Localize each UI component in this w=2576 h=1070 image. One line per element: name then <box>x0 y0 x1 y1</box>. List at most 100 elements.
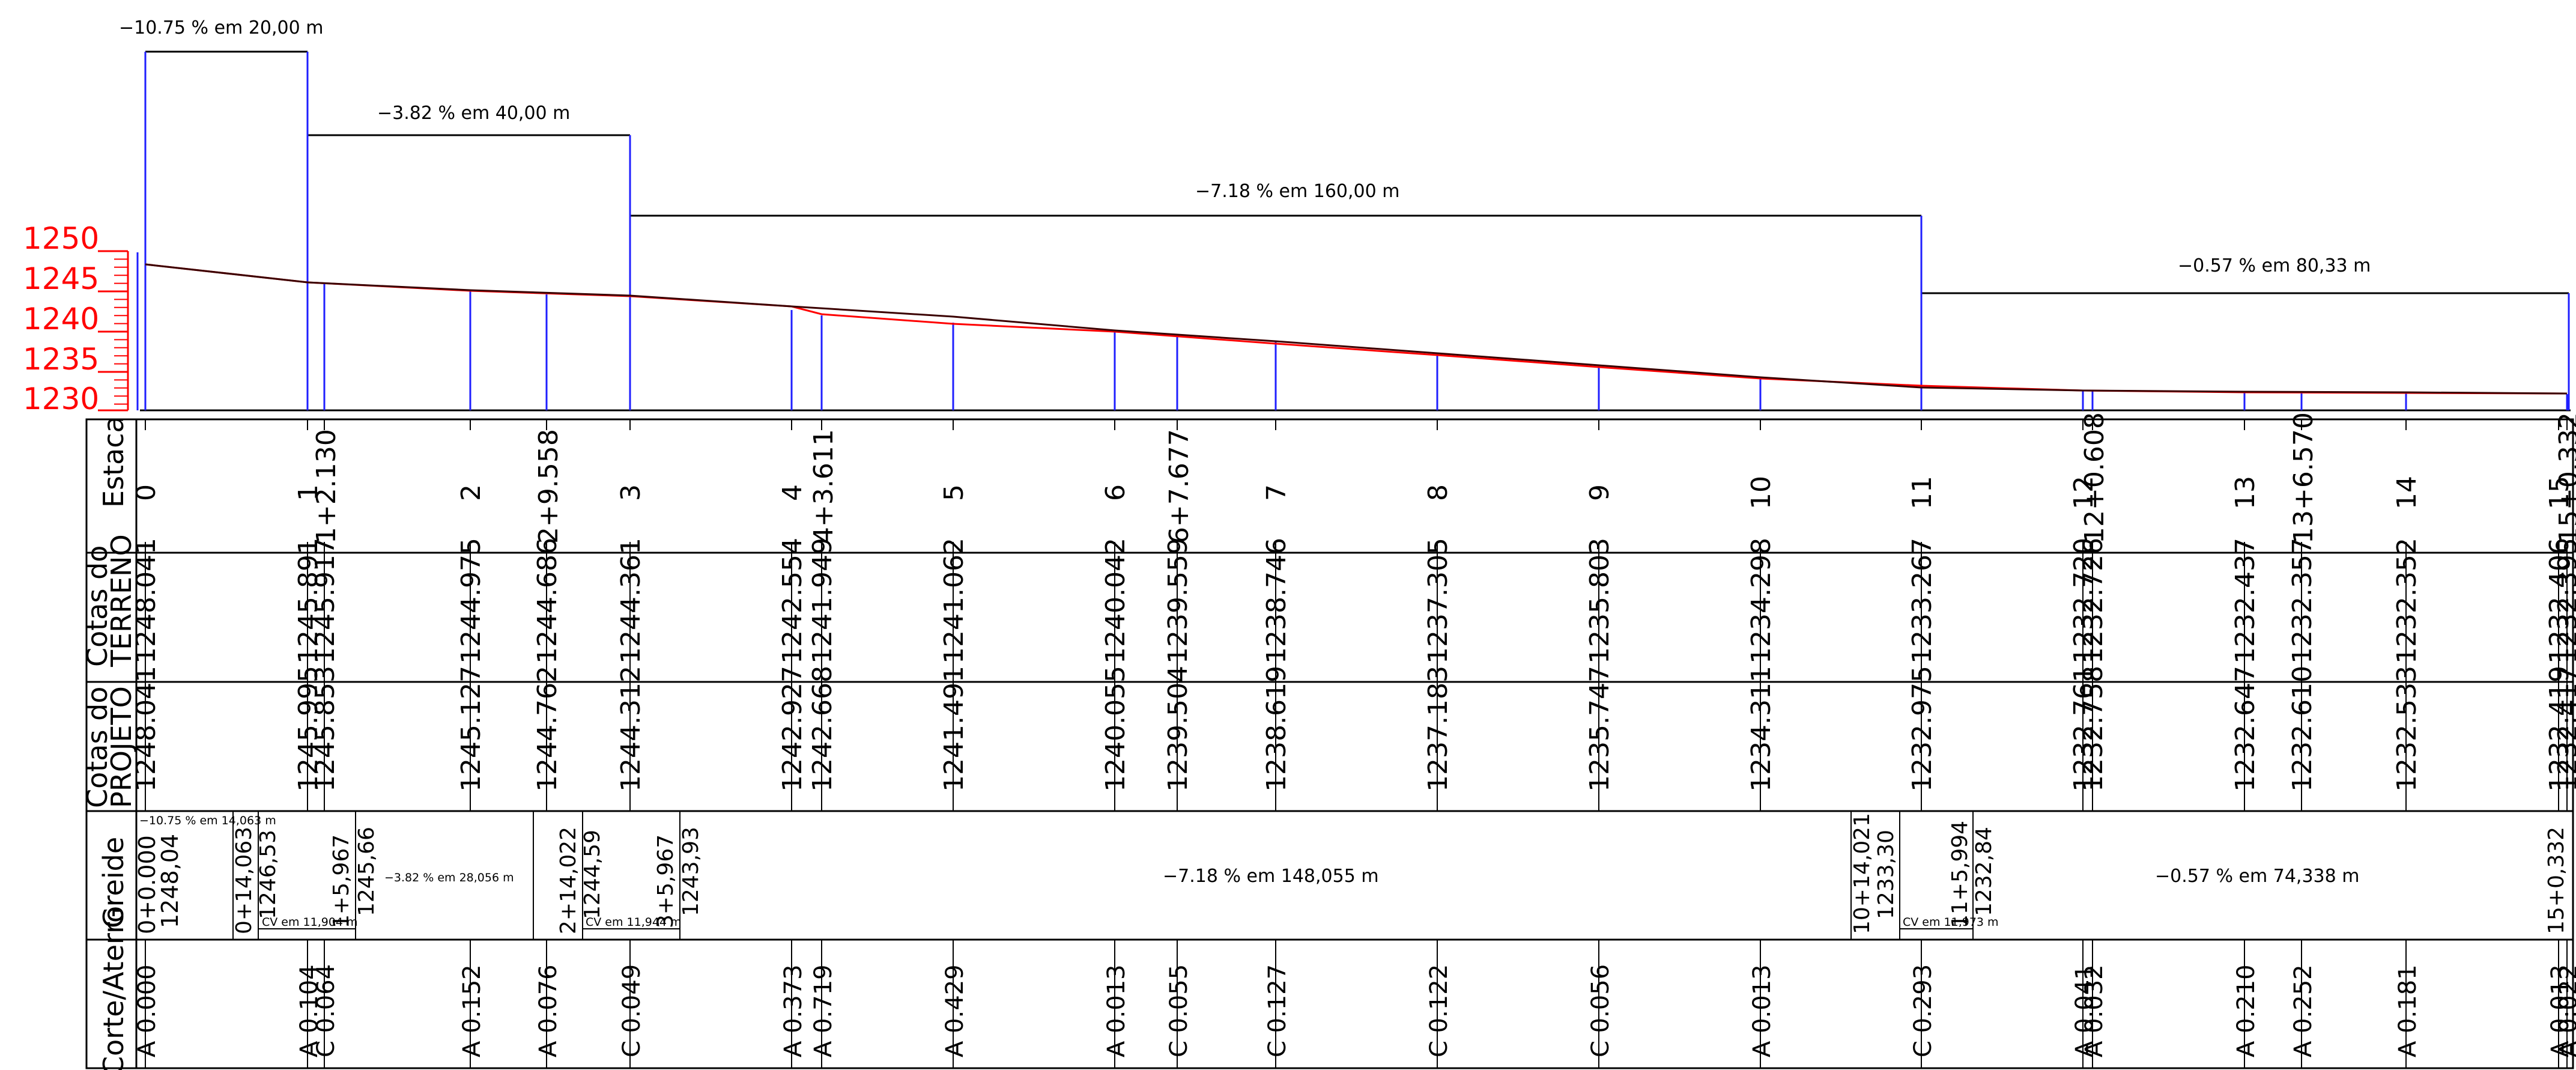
station-label: 14 <box>2392 476 2422 509</box>
greide-piv-station-5: 3+5,967 <box>653 834 678 928</box>
terrain-elevation: 1232.437 <box>2230 538 2261 664</box>
design-elevation: 1237.183 <box>1423 666 1453 792</box>
design-elevation: 1232.533 <box>2392 666 2422 792</box>
terrain-elevation: 1232.406 <box>2544 538 2575 664</box>
station-label: 10 <box>1746 476 1777 509</box>
terrain-elevation: 1234.298 <box>1746 538 1777 664</box>
cut-fill-value: C 0.122 <box>1425 964 1453 1057</box>
design-elevation: 1234.311 <box>1746 666 1777 792</box>
cut-fill-value: A 0.032 <box>2080 964 2108 1057</box>
elev-label-1250: 1250 <box>23 221 99 256</box>
terrain-elevation: 1241.949 <box>807 538 838 664</box>
terrain-elevation: 1232.352 <box>2392 538 2422 664</box>
station-verticals <box>144 264 2568 410</box>
grade-label-3: −7.18 % em 160,00 m <box>1195 181 1399 202</box>
greide-piv-station-6: 10+14,021 <box>1850 813 1874 934</box>
design-elevation: 1232.761 <box>2068 666 2099 792</box>
cut-fill-value: C 0.293 <box>1909 964 1937 1057</box>
station-label: 4+3.611 <box>808 429 839 544</box>
greide-piv-station-2: 0+14,063 <box>232 827 256 934</box>
cut-fill-value: A 0.041 <box>2071 964 2099 1057</box>
cut-fill-value: A 0.373 <box>780 964 807 1057</box>
terrain-elevation: 1235.803 <box>1584 538 1615 664</box>
cut-fill-value: C 0.127 <box>1264 964 1291 1057</box>
profile-area: −10.75 % em 20,00 m −3.82 % em 40,00 m −… <box>23 17 2571 416</box>
greide-segment-1: −10.75 % em 14,063 m <box>139 814 276 827</box>
station-label: 12+0.608 <box>2079 412 2110 544</box>
cut-fill-value: A 0.076 <box>535 964 562 1057</box>
station-label: 8 <box>1423 484 1453 501</box>
terrain-elevation: 1241.062 <box>939 538 969 664</box>
design-elevation: 1245.853 <box>310 666 341 792</box>
cut-fill-value: A 0.013 <box>2547 964 2574 1057</box>
design-elevation: 1245.127 <box>456 666 486 792</box>
terrain-elevation: 1242.554 <box>777 538 808 664</box>
terrain-elevation: 1248.041 <box>131 538 162 664</box>
greide-segment-2: −3.82 % em 28,056 m <box>384 871 514 884</box>
terrain-profile-line <box>145 263 2568 395</box>
grade-frames <box>144 50 2570 410</box>
greide-piv-station-8: 15+0,332 <box>2544 827 2569 934</box>
design-elevation: 1238.619 <box>1261 666 1292 792</box>
design-elevation: 1241.491 <box>939 666 969 792</box>
terrain-elevation: 1233.267 <box>1907 538 1938 664</box>
terrain-elevation: 1232.357 <box>2287 538 2318 664</box>
station-label: 4 <box>777 484 808 501</box>
cut-fill-value: A 0.013 <box>1103 964 1130 1057</box>
cut-fill-value: C 0.049 <box>618 964 646 1057</box>
terrain-elevation: 1239.559 <box>1163 538 1193 664</box>
greide-piv-elev-3: 1245,66 <box>354 827 379 916</box>
row-title-greide: Greide <box>97 837 130 928</box>
terrain-elevation: 1240.042 <box>1100 538 1131 664</box>
greide-piv-elev-4: 1244,59 <box>580 830 605 919</box>
greide-curve-2: CV em 11,944 m <box>586 916 682 929</box>
station-label: 1+2.130 <box>311 429 342 544</box>
design-elevation: 1235.747 <box>1584 666 1615 792</box>
elev-label-1240: 1240 <box>23 302 99 336</box>
design-elevation: 1232.758 <box>2078 666 2109 792</box>
design-elevation: 1232.647 <box>2230 666 2261 792</box>
terrain-elevation: 1244.361 <box>616 538 646 664</box>
design-elevation: 1232.419 <box>2544 666 2575 792</box>
design-elevation: 1232.975 <box>1907 666 1938 792</box>
grade-label-4: −0.57 % em 80,33 m <box>2178 255 2371 276</box>
station-label: 15+0.332 <box>2554 412 2576 544</box>
row-title-terreno-1: Cotas do <box>81 546 114 667</box>
design-elevation: 1245.995 <box>293 666 324 792</box>
station-label: 6 <box>1100 484 1131 501</box>
design-elevation: 1244.762 <box>532 666 563 792</box>
station-label: 11 <box>1907 476 1938 509</box>
greide-piv-elev-5: 1243,93 <box>679 827 703 916</box>
elev-label-1230: 1230 <box>23 381 99 416</box>
terrain-elevation: 1232.395 <box>2553 538 2576 664</box>
row-title-terreno-2: TERRENO <box>105 534 138 667</box>
terrain-elevation: 1245.891 <box>293 538 324 664</box>
station-label: 6+7.677 <box>1164 429 1195 544</box>
greide-row: 0+0.000 1248,04 0+14,063 1246,53 1+5,967… <box>134 811 2569 940</box>
grade-label-1: −10.75 % em 20,00 m <box>119 17 323 38</box>
elev-label-1235: 1235 <box>23 342 99 377</box>
station-label: 12 <box>2068 476 2099 509</box>
elev-label-1245: 1245 <box>23 261 99 296</box>
row-title-projeto-1: Cotas do <box>81 687 114 808</box>
design-elevation: 1248.041 <box>131 666 162 792</box>
elevation-scale: 1250 1245 1240 1235 1230 <box>23 221 129 416</box>
design-elevation: 1239.504 <box>1163 666 1193 792</box>
cut-fill-value: A 0.429 <box>941 964 969 1057</box>
greide-segment-4: −0.57 % em 74,338 m <box>2155 866 2359 887</box>
design-elevation: 1240.055 <box>1100 666 1131 792</box>
station-label: 7 <box>1261 484 1292 501</box>
station-label: 5 <box>939 484 969 501</box>
design-elevation: 1232.610 <box>2287 666 2318 792</box>
design-elevation: 1244.312 <box>616 666 646 792</box>
design-profile-line <box>145 263 2568 395</box>
greide-piv-elev-1: 1248,04 <box>157 834 183 928</box>
greide-curve-1: CV em 11,904 m <box>262 916 358 929</box>
greide-segment-3: −7.18 % em 148,055 m <box>1163 866 1379 887</box>
grade-label-2: −3.82 % em 40,00 m <box>377 103 570 124</box>
station-label: 13+6.570 <box>2288 412 2319 544</box>
design-elevation: 1242.668 <box>807 666 838 792</box>
station-label: 13 <box>2230 476 2261 509</box>
